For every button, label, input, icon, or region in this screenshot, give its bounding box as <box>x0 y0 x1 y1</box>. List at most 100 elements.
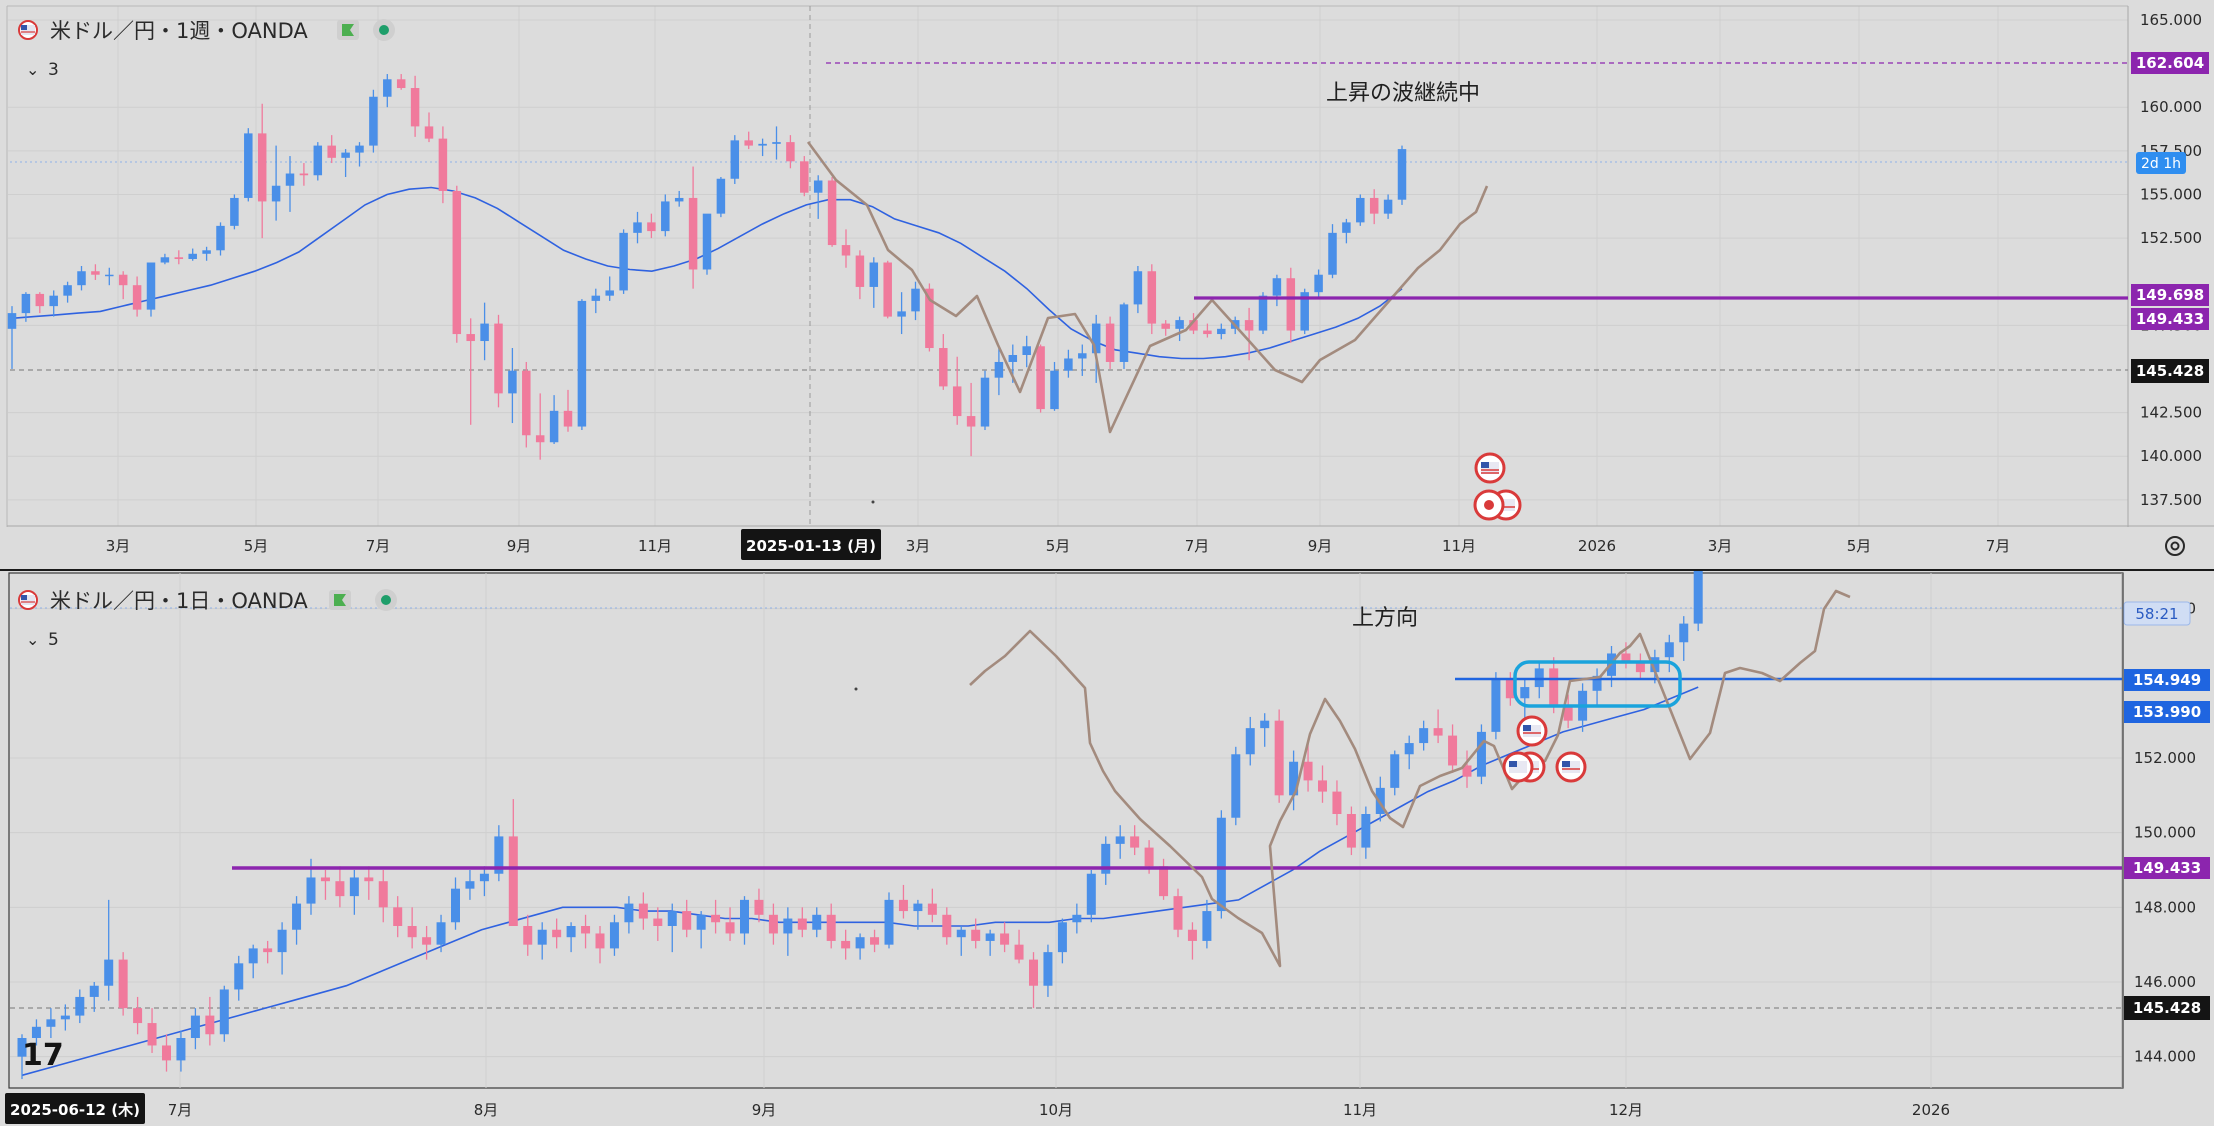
candle <box>966 382 976 457</box>
daily-legend: 米ドル／円・1日・OANDA ⌄ 5 <box>18 589 397 650</box>
candle <box>479 866 489 897</box>
candle <box>711 899 721 934</box>
svg-text:2d 1h: 2d 1h <box>2141 156 2181 172</box>
candle <box>826 903 836 949</box>
candle <box>1390 750 1400 796</box>
candle <box>60 1004 70 1031</box>
candle <box>327 135 336 164</box>
us-flag-event-icon[interactable] <box>1555 751 1587 783</box>
price-tick-label: 142.500 <box>2140 404 2202 422</box>
candle <box>772 126 781 160</box>
weekly-price-label-dashed-gray: 145.428 <box>2131 359 2209 383</box>
japan-flag-event-icon[interactable] <box>1473 489 1505 521</box>
weekly-indicator-count[interactable]: 3 <box>48 60 59 80</box>
candle <box>1419 720 1429 751</box>
candle <box>1105 316 1115 369</box>
daily-crosshair-date-label: 2025-06-12 (木) <box>5 1093 145 1124</box>
time-tick-label: 11月 <box>1343 1101 1377 1119</box>
candle <box>35 292 45 314</box>
candle <box>1274 709 1284 803</box>
settings-gear-icon[interactable] <box>2165 536 2185 556</box>
time-tick-label: 2026 <box>1912 1101 1950 1119</box>
candle <box>855 250 865 300</box>
candle <box>1549 657 1559 714</box>
tradingview-logo[interactable]: 17 <box>22 1038 64 1073</box>
time-tick-label: 9月 <box>752 1101 777 1119</box>
weekly-time-axis[interactable]: 3月 5月 7月 9月 11月 3月 5月 7月 9月 11月 2026 3月 5月 7月 <box>106 537 2011 555</box>
us-flag-event-icon[interactable] <box>1474 452 1506 484</box>
moving-average-line <box>21 686 1699 1077</box>
candle <box>1130 825 1140 856</box>
price-tick-label: 160.000 <box>2140 98 2202 116</box>
candle <box>1260 713 1270 747</box>
candle <box>31 1019 41 1046</box>
candle <box>133 996 143 1035</box>
candle <box>202 246 211 261</box>
price-tick-label: 152.000 <box>2134 749 2196 767</box>
candle <box>952 356 962 425</box>
candle <box>77 266 86 291</box>
candle <box>1635 653 1645 680</box>
daily-time-axis[interactable]: 7月 8月 9月 10月 11月 12月 2026 <box>168 1101 1950 1119</box>
candle <box>424 112 434 143</box>
candle <box>581 914 591 949</box>
daily-chart-pane[interactable]: 上方向 米ドル／円・1日・OANDA <box>0 571 2214 1126</box>
candle <box>537 922 547 960</box>
flag-marker-icon[interactable] <box>329 590 351 610</box>
candle <box>897 292 906 335</box>
candle <box>335 866 345 908</box>
time-tick-label: 5月 <box>1046 537 1071 555</box>
candle <box>980 370 990 431</box>
us-flag-event-icon[interactable] <box>1502 751 1534 783</box>
price-tick-label: 137.500 <box>2140 491 2202 509</box>
us-flag-event-icon[interactable] <box>1516 715 1548 747</box>
weekly-symbol-title[interactable]: 米ドル／円・1週・OANDA <box>50 19 308 43</box>
weekly-wave-drawing <box>806 141 1489 434</box>
candle <box>768 903 778 945</box>
candle <box>1300 288 1309 335</box>
candle <box>118 271 128 300</box>
candle <box>1303 743 1313 792</box>
market-open-dot-icon <box>373 19 395 41</box>
time-tick-label: 11月 <box>1442 537 1476 555</box>
candle <box>244 128 253 202</box>
candle <box>1289 750 1299 811</box>
daily-symbol-title[interactable]: 米ドル／円・1日・OANDA <box>50 589 308 613</box>
daily-target-zone[interactable] <box>1513 660 1682 708</box>
candle <box>883 260 892 319</box>
chevron-down-icon[interactable]: ⌄ <box>26 630 39 649</box>
candle <box>422 926 432 960</box>
candle <box>971 918 981 949</box>
daily-price-label-purple-level: 149.433 <box>2124 857 2210 879</box>
candle <box>1216 810 1226 919</box>
candle <box>219 985 229 1042</box>
daily-annotation: 上方向 <box>1352 606 1418 631</box>
candle <box>1318 765 1327 803</box>
daily-wave-drawing <box>969 589 1851 968</box>
candle <box>1383 194 1393 219</box>
candle <box>758 138 767 157</box>
weekly-crosshair-date-label: 2025-01-13 (月) <box>741 529 881 560</box>
candle <box>216 222 225 256</box>
candle <box>869 257 879 308</box>
candle <box>812 907 822 938</box>
candle <box>1202 899 1212 949</box>
svg-text:2025-06-12 (木): 2025-06-12 (木) <box>10 1101 140 1119</box>
flag-marker-icon[interactable] <box>337 20 359 40</box>
candle <box>341 149 350 178</box>
weekly-chart-pane[interactable]: 上昇の波継続中 米ドル／円・1週・OANDA <box>0 0 2214 571</box>
chevron-down-icon[interactable]: ⌄ <box>26 60 39 79</box>
daily-plot-frame <box>8 572 2124 1089</box>
svg-text:2025-01-13 (月): 2025-01-13 (月) <box>746 537 876 555</box>
candle <box>1086 870 1096 923</box>
weekly-price-axis[interactable]: 165.000160.000157.500155.000152.500147.5… <box>2140 11 2202 509</box>
candle <box>349 870 359 915</box>
candle <box>682 899 692 938</box>
candle <box>1173 888 1183 938</box>
candle <box>393 896 403 938</box>
candle <box>730 135 740 184</box>
candle <box>1342 218 1351 244</box>
daily-indicator-count[interactable]: 5 <box>48 630 59 650</box>
svg-text:149.698: 149.698 <box>2136 286 2204 304</box>
time-tick-label: 7月 <box>168 1101 193 1119</box>
